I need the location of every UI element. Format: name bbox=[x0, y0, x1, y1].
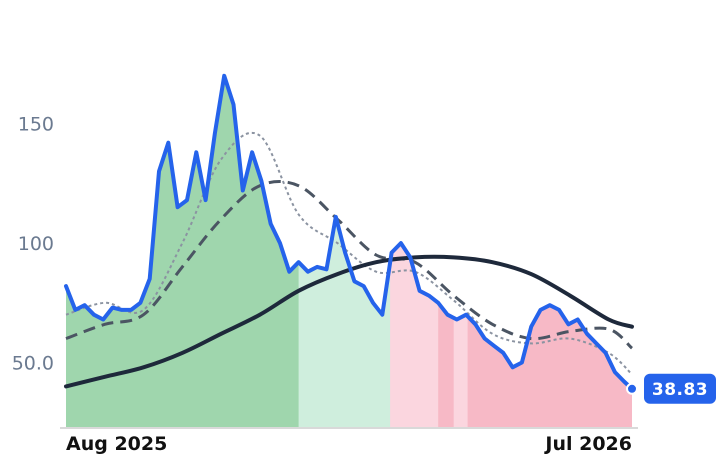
y-tick-label: 100 bbox=[18, 233, 54, 255]
area-mask bbox=[66, 10, 632, 389]
last-value-badge: 38.83 bbox=[644, 373, 716, 404]
y-tick-label: 150 bbox=[18, 114, 54, 136]
price-line bbox=[64, 73, 634, 391]
x-tick-label: Jul 2026 bbox=[543, 433, 632, 455]
right-margin bbox=[632, 0, 718, 429]
y-tick-label: 50.0 bbox=[12, 353, 54, 375]
x-axis-ticks: Aug 2025 Jul 2026 bbox=[66, 433, 632, 455]
y-axis-ticks: 50.0 100 150 bbox=[12, 114, 54, 375]
x-tick-label: Aug 2025 bbox=[66, 433, 167, 455]
area-mask-layer bbox=[0, 0, 718, 429]
last-value-label: 38.83 bbox=[652, 380, 708, 400]
left-margin bbox=[0, 0, 66, 429]
ma-long-line bbox=[64, 254, 634, 389]
last-value-badge-bg bbox=[644, 373, 716, 404]
last-value-dot bbox=[626, 382, 638, 395]
